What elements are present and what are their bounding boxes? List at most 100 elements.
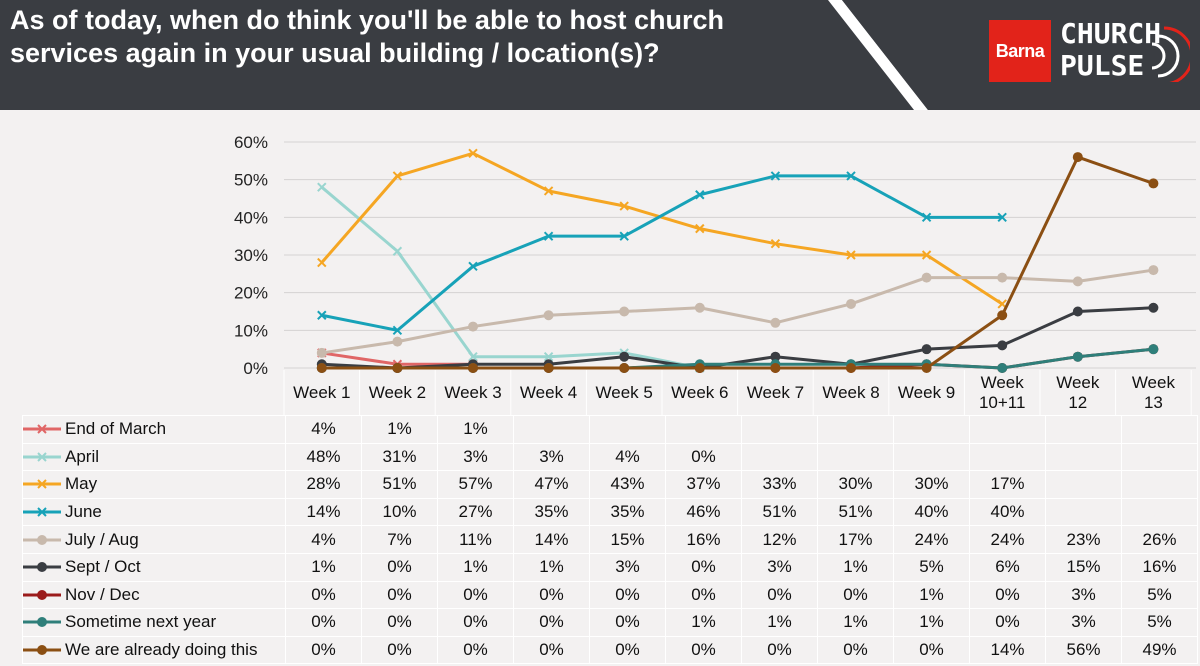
table-cell: 1% xyxy=(893,580,970,610)
legend-label: Sept / Oct xyxy=(65,557,141,577)
table-cell: 35% xyxy=(513,497,590,527)
table-cell: 14% xyxy=(285,497,362,527)
data-point-july-aug xyxy=(1072,276,1083,287)
data-point-june xyxy=(619,231,629,241)
legend-cell: We are already doing this xyxy=(22,635,286,665)
table-cell: 3% xyxy=(589,552,666,582)
table-cell xyxy=(741,415,818,444)
data-point-june xyxy=(770,171,781,181)
table-cell: 6% xyxy=(969,552,1046,582)
data-point-sept-oct xyxy=(921,344,932,355)
table-cell: 15% xyxy=(589,525,666,554)
data-point-july-aug xyxy=(619,306,630,317)
data-point-sept-oct xyxy=(770,351,781,362)
table-cell: 10% xyxy=(361,497,438,527)
legend-label: Sometime next year xyxy=(65,612,217,632)
x-tick-label: Week 10+11 xyxy=(979,373,1025,412)
legend-label: July / Aug xyxy=(65,529,139,549)
data-point-we-are-already-doing-this xyxy=(1148,178,1159,189)
table-cell: 1% xyxy=(817,552,894,582)
church-pulse-logo: CHURCH PULSE xyxy=(1060,18,1161,82)
table-row: July / Aug 4% 7% 11% 14% 15% 16% 12% 17% 24% 24% 23… xyxy=(22,525,1198,554)
table-cell xyxy=(1045,442,1122,472)
table-cell: 0% xyxy=(665,552,742,582)
data-point-sometime-next-year xyxy=(1148,344,1159,355)
x-tick-label: Week 5 xyxy=(596,383,653,402)
data-point-june xyxy=(695,190,705,200)
data-point-we-are-already-doing-this xyxy=(392,363,403,373)
pulse-waves-icon xyxy=(1151,26,1190,82)
table-cell: 1% xyxy=(817,608,894,637)
series-line-june xyxy=(321,174,1003,332)
table-cell: 0% xyxy=(665,442,742,472)
data-point-june xyxy=(846,171,856,181)
series-line-we-are-already-doing-this xyxy=(321,155,1154,370)
data-point-july-aug xyxy=(392,336,403,347)
table-cell: 0% xyxy=(437,635,514,665)
page-title: As of today, when do think you'll be abl… xyxy=(10,5,724,68)
x-tick-label: Week 3 xyxy=(444,383,501,402)
series-line-sept-oct xyxy=(321,306,1154,370)
table-cell xyxy=(969,442,1046,472)
legend-cell: June xyxy=(22,497,286,527)
table-cell: 0% xyxy=(285,580,362,610)
table-cell: 16% xyxy=(665,525,742,554)
data-point-we-are-already-doing-this xyxy=(694,363,705,373)
table-cell: 48% xyxy=(285,442,362,472)
legend-label: June xyxy=(65,502,102,522)
church-pulse-logo-line2: PULSE xyxy=(1060,49,1145,82)
table-row: April 48% 31% 3% 3% 4% 0% xyxy=(22,442,1198,472)
legend-cell: July / Aug xyxy=(22,525,286,554)
table-cell: 17% xyxy=(817,525,894,554)
data-point-june xyxy=(997,212,1007,223)
series-line-july-aug xyxy=(321,268,1154,355)
table-cell: 49% xyxy=(1121,635,1198,665)
table-cell: 14% xyxy=(513,525,590,554)
data-point-july-aug xyxy=(846,298,856,309)
table-cell: 0% xyxy=(361,635,438,665)
table-cell: 1% xyxy=(513,552,590,582)
data-point-may xyxy=(543,186,554,196)
table-cell: 0% xyxy=(741,635,818,665)
table-cell: 0% xyxy=(361,608,438,637)
table-cell: 35% xyxy=(589,497,666,527)
legend-cell: May xyxy=(22,470,286,499)
table-cell: 1% xyxy=(665,608,742,637)
data-point-may xyxy=(846,250,856,260)
legend-label: May xyxy=(65,474,98,494)
table-cell: 43% xyxy=(589,470,666,499)
data-point-july-aug xyxy=(1148,265,1159,276)
table-cell: 1% xyxy=(285,552,362,582)
table-cell: 1% xyxy=(361,415,438,444)
table-cell: 0% xyxy=(513,635,590,665)
data-point-sept-oct xyxy=(1148,302,1159,313)
table-cell: 0% xyxy=(969,580,1046,610)
series-line-end-of-march xyxy=(321,351,473,366)
table-cell: 3% xyxy=(741,552,818,582)
table-cell: 30% xyxy=(817,470,894,499)
table-cell: 0% xyxy=(589,608,666,637)
data-point-may xyxy=(770,238,781,249)
data-point-june xyxy=(392,325,403,336)
table-row: June 14% 10% 27% 35% 35% 46% 51% 51% 40% 40% xyxy=(22,497,1198,527)
x-tick-label: Week 6 xyxy=(671,383,728,402)
table-cell: 3% xyxy=(1045,608,1122,637)
data-point-july-aug xyxy=(543,310,554,321)
table-cell: 1% xyxy=(893,608,970,637)
table-cell: 40% xyxy=(969,497,1046,527)
y-tick-label: 20% xyxy=(234,284,268,303)
table-cell: 57% xyxy=(437,470,514,499)
table-cell: 0% xyxy=(969,608,1046,637)
x-tick-label: Week 12 xyxy=(1056,373,1100,412)
table-cell: 30% xyxy=(893,470,970,499)
data-point-july-aug xyxy=(694,302,705,313)
data-point-may xyxy=(695,223,705,234)
legend-swatch-we-are-already-doing-this xyxy=(23,645,61,656)
table-cell: 3% xyxy=(437,442,514,472)
y-tick-label: 40% xyxy=(234,208,268,227)
x-tick-label: Week 2 xyxy=(369,383,426,402)
legend-swatch-sometime-next-year xyxy=(23,617,61,628)
table-cell: 51% xyxy=(817,497,894,527)
table-cell: 0% xyxy=(361,552,438,582)
table-cell: 1% xyxy=(437,552,514,582)
